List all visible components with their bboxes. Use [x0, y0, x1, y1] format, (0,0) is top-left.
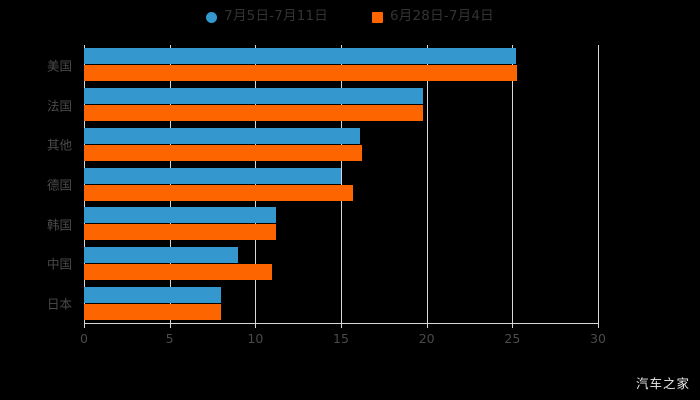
x-axis-tick [512, 323, 514, 328]
legend-label-series-b: 6月28日-7月4日 [390, 8, 494, 25]
y-axis-line [84, 45, 85, 323]
bar [84, 286, 222, 303]
bar [84, 127, 360, 144]
x-axis-tick [255, 323, 257, 328]
gridline [255, 45, 257, 323]
x-axis-tick-label: 25 [504, 331, 521, 346]
x-axis-tick-label: 30 [590, 331, 606, 346]
y-axis-tick-label: 韩国 [46, 217, 72, 233]
bar [84, 88, 424, 105]
y-axis-tick-label: 德国 [46, 177, 72, 193]
bar [84, 246, 239, 263]
x-axis-tick [598, 323, 599, 328]
gridline [169, 45, 171, 323]
x-axis-tick [84, 323, 85, 328]
plot-area [84, 45, 599, 323]
y-axis-tick-label: 美国 [46, 58, 72, 74]
legend-label-series-a: 7月5日-7月11日 [224, 8, 328, 25]
gridline [426, 45, 428, 323]
bar [84, 48, 516, 65]
y-axis-tick-label: 中国 [46, 256, 72, 272]
x-axis-tick-label: 0 [80, 331, 88, 346]
x-axis-tick-label: 20 [418, 331, 435, 346]
bar [84, 65, 518, 82]
bar [84, 144, 362, 161]
x-axis-tick [169, 323, 171, 328]
y-axis-tick-label: 法国 [46, 98, 72, 114]
bar [84, 184, 353, 201]
legend-marker-circle-icon [206, 11, 218, 23]
x-axis-tick-label: 5 [165, 331, 174, 346]
bar [84, 303, 222, 320]
gridline [598, 45, 599, 323]
x-axis-tick-label: 10 [247, 331, 264, 346]
chart-legend: 7月5日-7月11日 6月28日-7月4日 [0, 0, 700, 34]
y-axis-tick-label: 日本 [46, 296, 72, 312]
bar [84, 263, 273, 280]
legend-item-series-b[interactable]: 6月28日-7月4日 [372, 10, 494, 24]
gridline [512, 45, 514, 323]
bar [84, 224, 276, 241]
x-axis-tick-label: 15 [333, 331, 349, 346]
bar [84, 167, 341, 184]
gridline [341, 45, 342, 323]
x-axis-tick [341, 323, 342, 328]
bar [84, 105, 424, 122]
legend-marker-square-icon [372, 11, 383, 23]
x-axis-tick [426, 323, 428, 328]
legend-item-series-a[interactable]: 7月5日-7月11日 [206, 10, 328, 24]
y-axis-tick-label: 其他 [46, 137, 72, 153]
bar [84, 207, 276, 224]
watermark: 汽车之家 [635, 376, 690, 391]
